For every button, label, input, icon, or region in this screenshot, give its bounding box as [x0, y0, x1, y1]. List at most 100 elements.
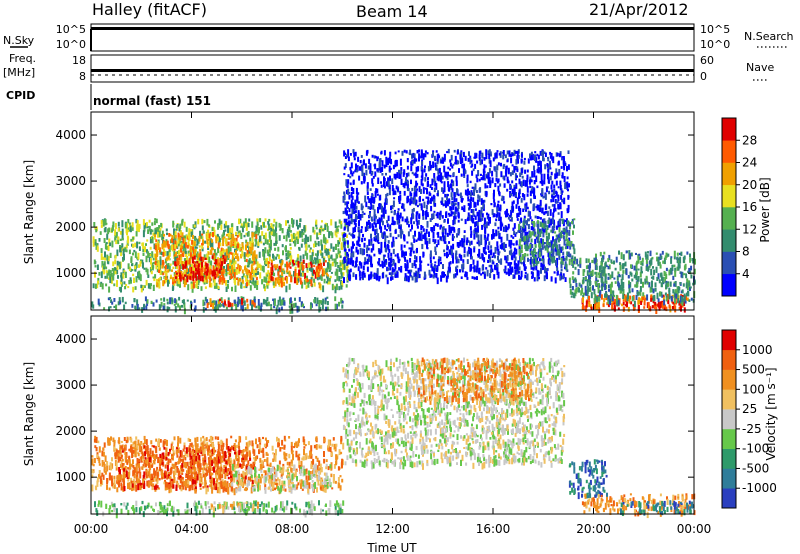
power-echo-cell	[386, 277, 389, 285]
power-echo-cell	[491, 234, 493, 240]
power-echo-cell	[478, 248, 481, 256]
power-echo-cell	[514, 269, 517, 275]
power-echo-cell	[411, 244, 414, 251]
power-echo-cell	[557, 194, 560, 198]
power-echo-cell	[401, 150, 404, 156]
power-echo-cell	[265, 277, 268, 283]
power-echo-cell	[566, 183, 569, 189]
power-echo-cell	[119, 247, 122, 253]
power-echo-cell	[426, 188, 428, 195]
power-echo-cell	[290, 255, 293, 263]
power-echo-cell	[676, 256, 679, 264]
power-echo-cell	[245, 253, 248, 257]
power-echo-cell	[134, 242, 137, 248]
power-echo-cell	[259, 218, 262, 223]
power-echo-cell	[171, 269, 173, 272]
power-echo-cell	[377, 220, 380, 225]
power-echo-cell	[148, 219, 151, 223]
power-echo-cell	[326, 225, 329, 232]
power-echo-cell	[632, 304, 635, 307]
power-echo-cell	[529, 198, 532, 204]
power-echo-cell	[395, 237, 398, 240]
power-echo-cell	[210, 232, 213, 237]
power-echo-cell	[506, 255, 509, 261]
power-echo-cell	[514, 233, 517, 237]
power-echo-cell	[254, 244, 257, 247]
power-echo-cell	[163, 248, 165, 256]
power-echo-cell	[343, 277, 345, 284]
power-echo-cell	[426, 201, 429, 205]
power-echo-cell	[210, 302, 212, 307]
power-echo-cell	[222, 237, 225, 243]
power-echo-cell	[502, 150, 505, 156]
power-echo-cell	[348, 269, 351, 277]
power-echo-cell	[510, 239, 513, 245]
power-echo-cell	[413, 185, 416, 193]
power-echo-cell	[329, 256, 332, 259]
power-echo-cell	[532, 267, 535, 271]
power-echo-cell	[227, 264, 230, 270]
power-echo-cell	[309, 235, 312, 242]
power-echo-cell	[591, 259, 594, 264]
power-echo-cell	[593, 304, 596, 310]
power-echo-cell	[572, 271, 575, 275]
power-echo-cell	[510, 157, 513, 164]
power-echo-cell	[530, 238, 533, 243]
power-echo-cell	[436, 265, 439, 272]
power-echo-cell	[214, 276, 217, 280]
power-echo-cell	[342, 197, 345, 202]
power-echo-cell	[487, 245, 490, 250]
power-echo-cell	[571, 286, 574, 291]
power-echo-cell	[440, 200, 443, 204]
power-echo-cell	[328, 248, 331, 252]
power-echo-cell	[526, 239, 529, 246]
power-echo-cell	[345, 218, 348, 226]
power-echo-cell	[159, 305, 162, 309]
power-echo-cell	[230, 223, 233, 228]
power-echo-cell	[424, 211, 427, 216]
power-echo-cell	[658, 279, 661, 284]
power-echo-cell	[412, 207, 415, 212]
power-echo-cell	[103, 307, 106, 311]
power-echo-cell	[370, 233, 372, 239]
power-echo-cell	[424, 153, 427, 158]
power-echo-cell	[533, 248, 536, 252]
power-echo-cell	[191, 286, 194, 293]
power-echo-cell	[404, 259, 407, 262]
power-echo-cell	[225, 233, 228, 237]
power-echo-cell	[192, 276, 195, 282]
power-echo-cell	[316, 232, 319, 240]
power-echo-cell	[439, 215, 442, 220]
power-echo-cell	[153, 234, 156, 240]
power-echo-cell	[211, 270, 214, 277]
power-echo-cell	[461, 198, 464, 201]
power-echo-cell	[253, 270, 255, 277]
power-echo-cell	[222, 241, 225, 247]
power-echo-cell	[193, 255, 196, 260]
power-echo-cell	[349, 268, 352, 273]
power-echo-cell	[105, 283, 108, 287]
power-echo-cell	[431, 214, 434, 219]
power-echo-cell	[208, 239, 211, 246]
power-echo-cell	[553, 219, 555, 223]
power-echo-cell	[352, 171, 355, 174]
power-echo-cell	[683, 293, 686, 300]
power-echo-cell	[558, 153, 561, 158]
power-echo-cell	[585, 300, 588, 308]
power-echo-cell	[469, 201, 472, 208]
power-echo-cell	[385, 199, 388, 204]
power-echo-cell	[458, 168, 460, 173]
power-echo-cell	[223, 266, 225, 269]
power-echo-cell	[520, 168, 523, 174]
power-echo-cell	[341, 276, 344, 279]
power-echo-cell	[104, 257, 107, 261]
power-echo-cell	[169, 233, 172, 237]
power-echo-cell	[149, 246, 152, 250]
power-echo-cell	[138, 241, 141, 245]
power-echo-cell	[508, 150, 511, 157]
power-echo-cell	[452, 236, 455, 239]
power-echo-cell	[555, 152, 558, 157]
power-echo-cell	[409, 229, 412, 232]
power-echo-cell	[562, 275, 564, 280]
power-echo-cell	[431, 198, 434, 202]
